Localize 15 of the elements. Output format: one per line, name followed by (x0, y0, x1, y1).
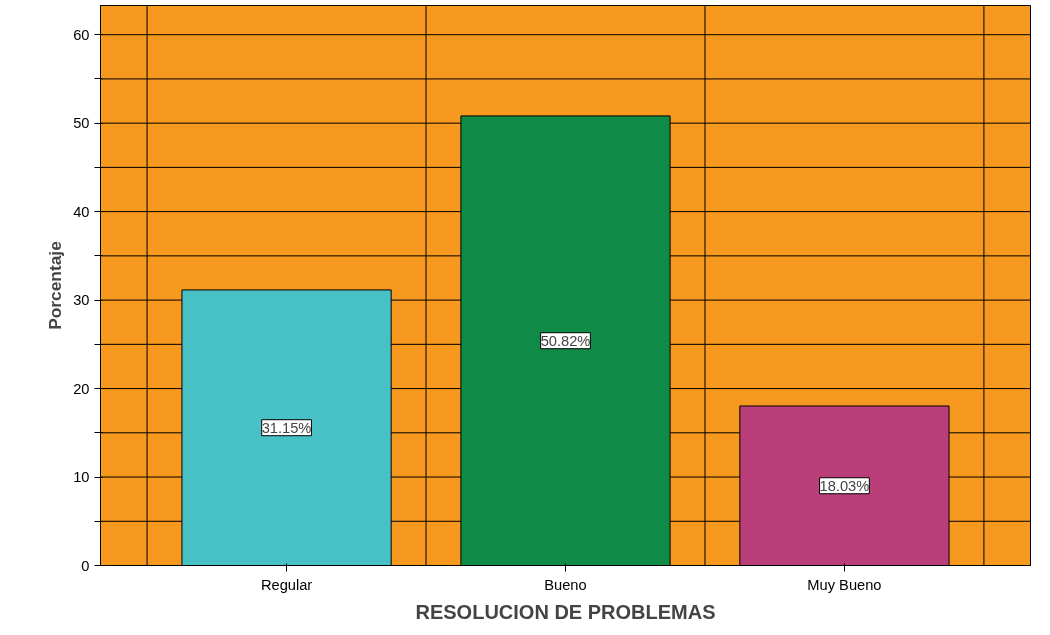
x-tick-label: Regular (260, 576, 313, 593)
y-tick-label: 10 (73, 469, 90, 486)
data-label: 31.15% (261, 419, 312, 436)
data-label: 50.82% (540, 332, 591, 349)
y-tick-label: 20 (73, 380, 90, 397)
y-tick-label: 0 (81, 557, 90, 574)
y-tick-label: 40 (73, 203, 90, 220)
data-label: 18.03% (819, 477, 870, 494)
x-axis-title: RESOLUCION DE PROBLEMAS (415, 600, 716, 623)
y-tick-label: 60 (73, 26, 90, 43)
y-axis-title: Porcentaje (45, 240, 66, 330)
x-tick-label: Bueno (544, 576, 587, 593)
y-tick-label: 50 (73, 115, 90, 132)
y-tick-label: 30 (73, 292, 90, 309)
x-tick-label: Muy Bueno (807, 576, 882, 593)
